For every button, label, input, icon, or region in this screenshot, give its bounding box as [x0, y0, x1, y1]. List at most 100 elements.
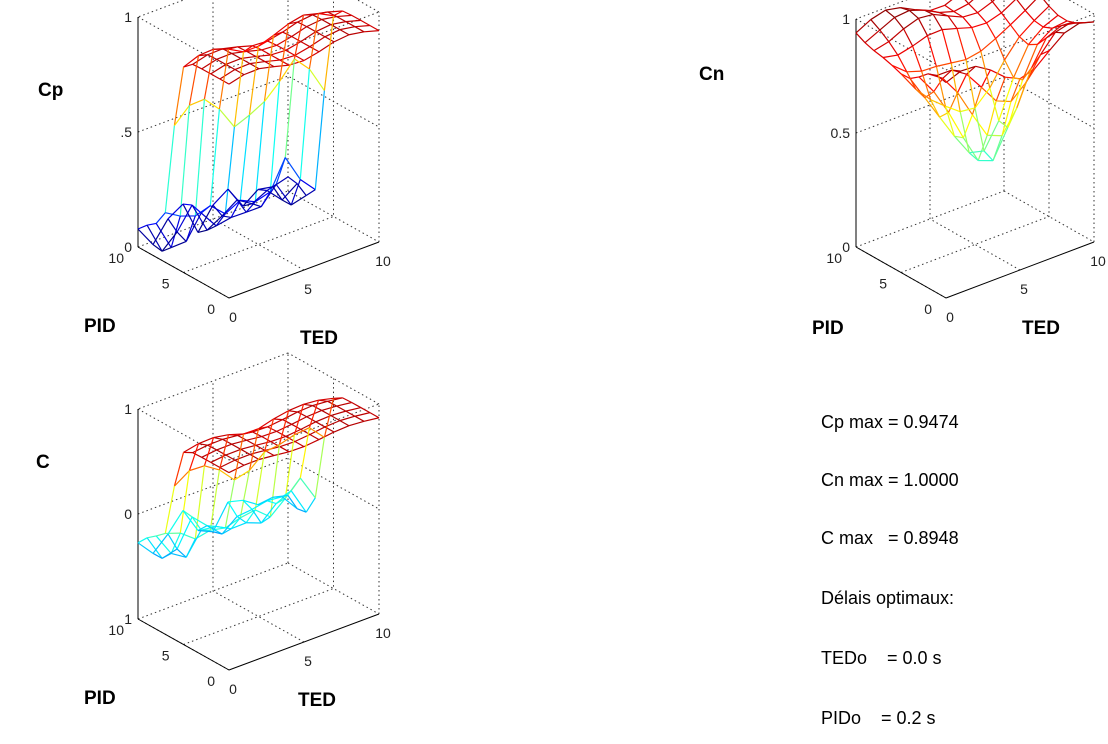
cp-mesh-line — [296, 183, 307, 196]
cn-mesh-line — [894, 17, 905, 30]
cn-mesh-line — [1013, 44, 1029, 78]
cp-mesh-line — [300, 31, 317, 43]
c-mesh-line — [267, 426, 277, 432]
cp-mesh-line — [306, 18, 322, 28]
cp-mesh-line — [155, 212, 166, 224]
c-ztick-label: 1 — [124, 611, 132, 627]
cn-mesh-line — [956, 26, 972, 30]
cp-mesh-line — [222, 215, 232, 219]
cp-mesh-line — [176, 231, 187, 242]
c-mesh-line — [282, 419, 292, 425]
cn-mesh-line — [882, 54, 898, 59]
cp-mesh-line — [212, 188, 229, 206]
c-mesh-line — [146, 537, 163, 559]
cp-mesh-line — [198, 48, 214, 57]
cn-ztick-label: 0.5 — [831, 125, 851, 141]
cn-mesh-line — [1001, 101, 1012, 136]
cp-mesh-line — [263, 35, 275, 102]
cp-ztick-label: 0 — [124, 239, 132, 255]
cn-mesh-line — [870, 9, 886, 21]
cn-mesh-line — [1084, 21, 1095, 24]
cp-mesh-line — [297, 14, 313, 23]
c-mesh-line — [339, 420, 350, 427]
c-mesh-line — [173, 452, 185, 487]
c-mesh-line — [299, 477, 316, 499]
c-mesh-line — [342, 397, 352, 404]
cn-gridline — [900, 0, 1050, 273]
c-mesh-line — [267, 419, 283, 428]
c-mesh-line — [189, 465, 205, 472]
cn-mesh-line — [947, 15, 958, 29]
cp-mesh-line — [234, 69, 245, 76]
cp-zlabel: Cp — [38, 80, 64, 101]
c-mesh-line — [171, 552, 187, 558]
cn-mesh-line — [962, 16, 973, 28]
cn-xtick-label: 5 — [1020, 281, 1028, 297]
c-mesh-line — [161, 548, 178, 559]
cp-mesh-line — [327, 11, 337, 18]
c-mesh-line — [216, 449, 227, 456]
cp-mesh-line — [309, 46, 320, 53]
c-mesh-line — [236, 515, 247, 524]
c-mesh-line — [288, 403, 304, 412]
c-mesh-line — [137, 542, 154, 554]
c-mesh-line — [225, 454, 236, 461]
cp-mesh-line — [314, 90, 325, 190]
cp-mesh-line — [336, 16, 347, 23]
cp-mesh-line — [243, 68, 260, 76]
cn-mesh-line — [933, 13, 949, 17]
c-mesh-line — [308, 399, 320, 428]
c-mesh-line — [360, 407, 371, 414]
cn-mesh-line — [983, 150, 994, 162]
cp-mesh-line — [248, 46, 260, 116]
cn-mesh-line — [912, 35, 928, 47]
cp-mesh-line — [204, 98, 220, 110]
cn-mesh-line — [986, 12, 1002, 24]
cn-mesh-line — [1022, 44, 1038, 81]
cp-xtick-label: 0 — [229, 309, 237, 325]
c-mesh-line — [336, 401, 352, 407]
cn-mesh-line — [870, 19, 881, 31]
c-mesh-line — [234, 459, 245, 466]
cp-box-edge — [287, 190, 380, 243]
cn-ztick-label: 0 — [842, 239, 850, 255]
cp-mesh-line — [192, 63, 202, 70]
cp-mesh-line — [233, 51, 245, 128]
cn-box-edge — [855, 18, 947, 71]
cp-xtick-label: 5 — [304, 281, 312, 297]
cp-mesh-line — [183, 55, 199, 68]
c-mesh-line — [309, 433, 320, 441]
cp-mesh-line — [261, 49, 272, 56]
cn-mesh-line — [915, 9, 931, 12]
cn-mesh-line — [864, 42, 875, 52]
cp-mesh-line — [264, 59, 280, 63]
cp-mesh-line — [228, 48, 244, 53]
c-mesh-line — [240, 444, 256, 450]
cp-mesh-line — [288, 14, 304, 25]
cp-gridline — [183, 0, 334, 273]
c-mesh-line — [204, 465, 220, 471]
cp-mesh-line — [167, 203, 184, 220]
cp-x-axis — [228, 241, 380, 299]
cp-mesh-line — [293, 14, 305, 60]
c-xlabel: TED — [298, 690, 336, 711]
cn-mesh-line — [1046, 25, 1062, 39]
cp-mesh-line — [299, 68, 310, 180]
c-mesh-line — [207, 438, 223, 446]
cp-mesh-line — [170, 240, 187, 249]
c-mesh-line — [297, 405, 313, 413]
cn-mesh-line — [1000, 0, 1016, 14]
cn-xtick-label: 10 — [1090, 253, 1106, 269]
cn-mesh-line — [941, 29, 952, 64]
cp-mesh-line — [216, 52, 232, 60]
c-mesh-line — [203, 437, 215, 467]
cp-mesh-line — [210, 63, 227, 75]
cp-ytick-label: 10 — [108, 250, 124, 266]
c-mesh-line — [288, 446, 305, 453]
c-mesh-line — [242, 499, 253, 510]
cn-mesh-line — [1043, 26, 1053, 29]
cn-mesh-line — [909, 9, 919, 19]
cp-mesh-line — [348, 31, 365, 36]
cp-mesh-line — [336, 14, 352, 18]
c-mesh-line — [191, 516, 208, 527]
